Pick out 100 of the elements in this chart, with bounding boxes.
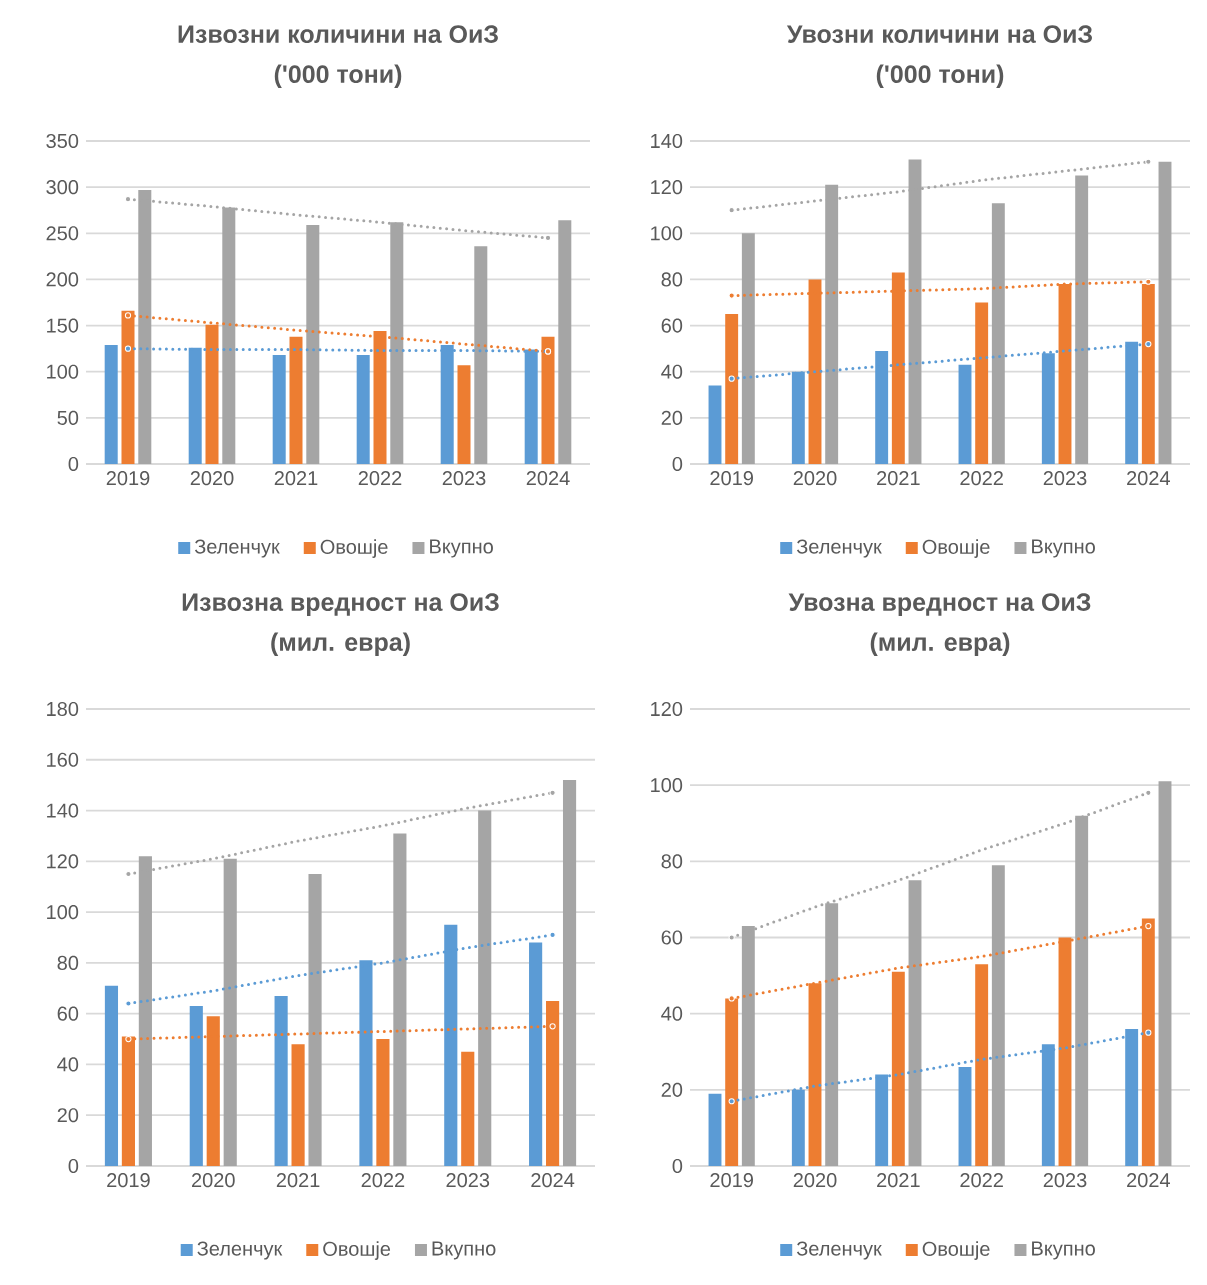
bar	[104, 344, 118, 464]
point	[728, 1098, 735, 1105]
x-tick-label: 2022	[960, 1173, 1003, 1188]
bar	[1075, 175, 1089, 464]
point	[1145, 278, 1152, 285]
point	[728, 292, 735, 299]
legend-label: Овошје	[323, 1241, 391, 1260]
bar	[457, 365, 471, 464]
bar	[272, 355, 286, 464]
point	[125, 1035, 132, 1043]
y-tick-label: 140	[651, 133, 683, 149]
bar	[376, 1039, 390, 1166]
y-tick-label: 0	[672, 456, 683, 472]
bar	[708, 1093, 722, 1166]
y-tick-label: 60	[661, 318, 683, 333]
point	[728, 375, 735, 382]
y-tick-label: 100	[651, 778, 683, 793]
x-tick-label: 2023	[442, 471, 486, 486]
legend-label: Зеленчук	[796, 539, 882, 558]
bar	[306, 224, 320, 464]
y-tick-label: 80	[661, 854, 683, 869]
chart-subtitle: ('000 тони)	[876, 64, 1004, 88]
chart-subtitle: ('000 тони)	[274, 64, 402, 88]
y-tick-label: 100	[47, 364, 79, 379]
legend-label: Зеленчук	[197, 1241, 283, 1260]
y-tick-label: 0	[68, 1158, 79, 1174]
y-tick-label: 200	[46, 272, 79, 287]
bar	[1158, 781, 1172, 1166]
x-tick-label: 2024	[526, 471, 570, 486]
y-tick-label: 140	[47, 803, 79, 818]
x-tick-label: 2019	[106, 471, 150, 486]
y-tick-label: 100	[47, 905, 79, 920]
y-tick-label: 50	[57, 410, 79, 425]
bar	[975, 964, 989, 1166]
y-tick-label: 350	[46, 133, 79, 149]
point	[124, 312, 132, 319]
chart-subtitle: (мил. евра)	[271, 632, 410, 656]
x-tick-label: 2022	[361, 1173, 405, 1188]
y-tick-label: 40	[661, 1006, 683, 1021]
x-tick-label: 2021	[877, 471, 920, 486]
point	[1145, 340, 1152, 348]
bar	[562, 780, 577, 1166]
bar	[189, 1006, 203, 1166]
bar	[461, 1051, 475, 1166]
y-tick-label: 120	[651, 180, 683, 195]
x-tick-label: 2019	[710, 1173, 753, 1188]
x-tick-label: 2024	[531, 1173, 575, 1188]
point	[1145, 1029, 1152, 1036]
y-tick-label: 20	[57, 1108, 79, 1123]
bar	[529, 942, 543, 1166]
chart-title: Увозни количини на ОиЗ	[786, 25, 1092, 43]
point	[1145, 922, 1152, 930]
bar	[891, 971, 905, 1166]
y-tick-label: 120	[651, 701, 683, 717]
x-tick-label: 2020	[192, 1173, 235, 1188]
y-tick-label: 180	[47, 701, 79, 717]
y-tick-label: 60	[661, 930, 683, 945]
x-tick-label: 2022	[358, 471, 402, 486]
bar	[958, 1066, 972, 1166]
y-tick-label: 60	[57, 1006, 79, 1021]
bar	[991, 865, 1005, 1166]
y-tick-label: 250	[46, 226, 79, 241]
legend-label: Зеленчук	[194, 539, 280, 558]
point	[125, 1000, 132, 1007]
x-tick-label: 2023	[1043, 471, 1087, 486]
bar	[223, 858, 237, 1166]
legend-label: Овошје	[922, 1241, 990, 1260]
bar	[274, 995, 288, 1166]
point	[549, 789, 556, 796]
bar	[104, 985, 119, 1166]
x-tick-label: 2024	[1127, 471, 1170, 486]
bar	[393, 833, 407, 1166]
bar	[1158, 161, 1172, 464]
bar	[708, 385, 722, 464]
chart-title: Извозни количини на ОиЗ	[178, 25, 498, 43]
y-tick-label: 40	[661, 364, 683, 379]
x-tick-label: 2024	[1127, 1173, 1170, 1188]
y-tick-label: 80	[57, 955, 79, 970]
y-tick-label: 160	[47, 752, 79, 767]
point	[1145, 158, 1152, 165]
x-tick-label: 2021	[274, 471, 318, 486]
legend-label: Вкупно	[430, 539, 493, 558]
y-tick-label: 0	[68, 456, 79, 472]
y-tick-label: 150	[47, 318, 79, 333]
x-tick-label: 2021	[877, 1173, 920, 1188]
x-tick-label: 2021	[276, 1173, 320, 1188]
bar	[356, 355, 370, 464]
bar	[975, 302, 989, 464]
bar	[991, 203, 1005, 464]
y-tick-label: 120	[47, 854, 79, 869]
y-tick-label: 20	[661, 1082, 683, 1097]
bar	[291, 1044, 305, 1166]
legend-label: Овошје	[922, 539, 990, 558]
bar	[474, 246, 488, 464]
point	[728, 207, 735, 214]
legend-label: Вкупно	[432, 1241, 496, 1260]
bar	[741, 233, 755, 464]
bar	[908, 880, 922, 1166]
legend-label: Вкупно	[1032, 1241, 1095, 1260]
bar	[308, 874, 322, 1166]
